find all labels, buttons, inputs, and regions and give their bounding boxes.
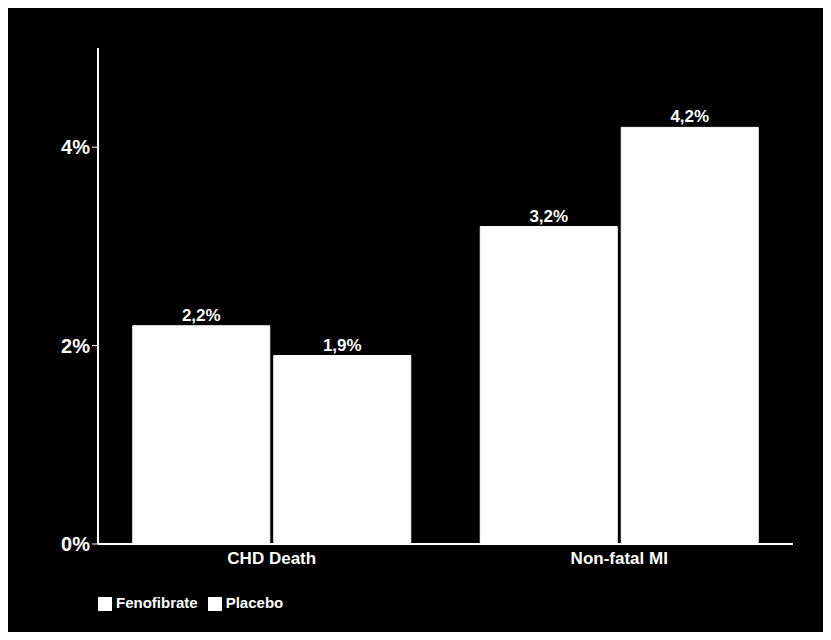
svg-text:3,2%: 3,2% (529, 207, 568, 226)
svg-text:Non-fatal MI: Non-fatal MI (571, 549, 668, 568)
svg-text:2,2%: 2,2% (182, 306, 221, 325)
svg-text:1,9%: 1,9% (323, 336, 362, 355)
svg-text:4,2%: 4,2% (670, 107, 709, 126)
html-text:Fenofibrate: Fenofibrate (116, 594, 198, 611)
html-text:Placebo: Placebo (225, 594, 284, 611)
svg-text:CHD Death: CHD Death (227, 549, 316, 568)
svg-text:4%: 4% (61, 136, 90, 158)
svg-text:0%: 0% (61, 533, 90, 555)
svg-text:2%: 2% (61, 335, 90, 357)
